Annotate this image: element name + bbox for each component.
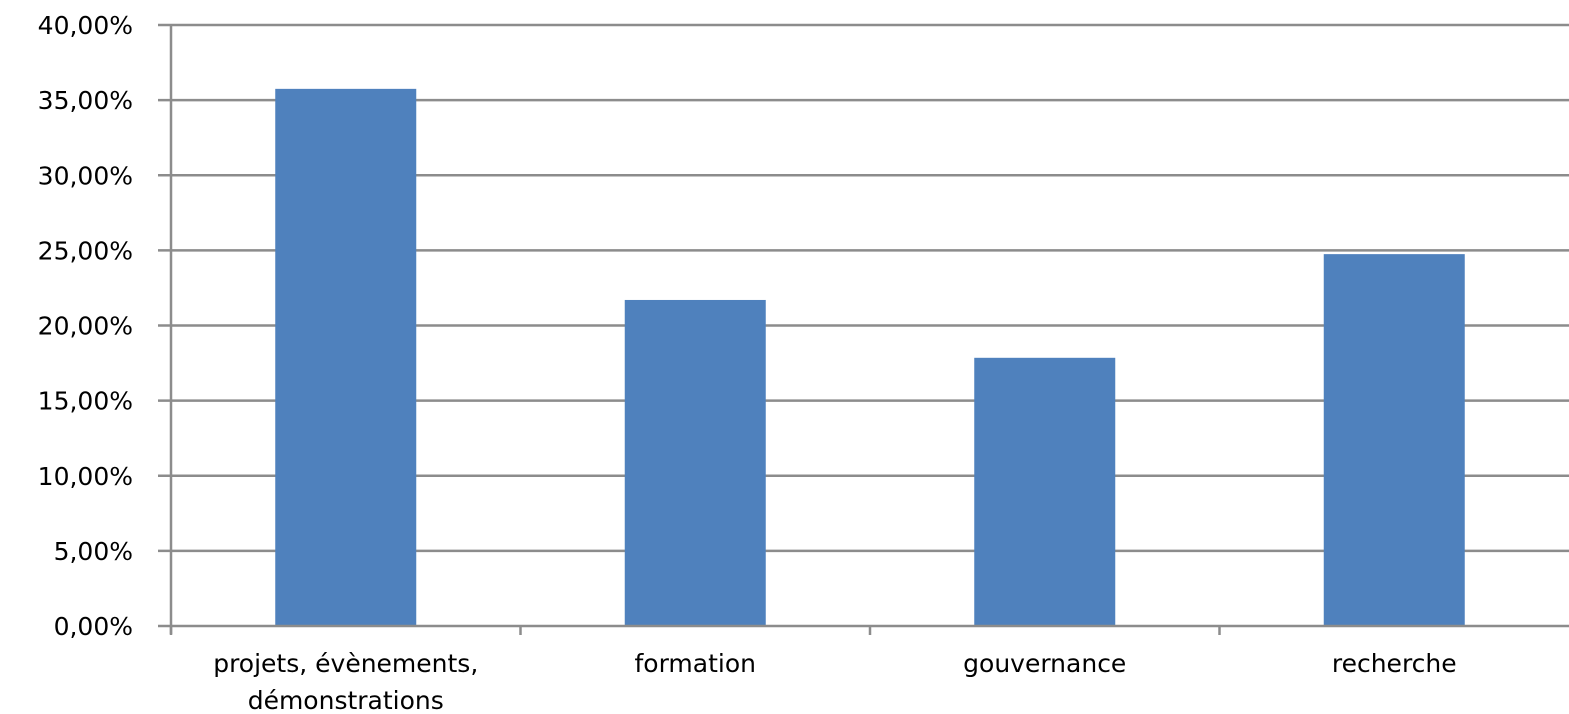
- x-category-label: formation: [635, 649, 757, 678]
- y-tick-label: 20,00%: [38, 312, 133, 341]
- y-tick-label: 35,00%: [38, 86, 133, 115]
- bar: [974, 357, 1116, 626]
- bar: [1323, 254, 1465, 626]
- y-tick-label: 15,00%: [38, 387, 133, 416]
- bars: [275, 88, 1465, 626]
- y-tick-label: 25,00%: [38, 236, 133, 265]
- y-tick-label: 40,00%: [38, 11, 133, 40]
- bar: [624, 299, 766, 626]
- y-axis-labels: 0,00% 5,00% 10,00% 15,00% 20,00% 25,00% 30,00%…: [38, 11, 133, 641]
- y-tick-label: 30,00%: [38, 161, 133, 190]
- bar: [275, 88, 417, 626]
- x-category-label: projets, évènements,: [213, 649, 478, 678]
- y-tick-label: 10,00%: [38, 462, 133, 491]
- y-tick-label: 5,00%: [54, 537, 133, 566]
- x-axis-labels: projets, évènements, démonstrations format…: [213, 649, 1456, 714]
- x-category-label: recherche: [1332, 649, 1457, 678]
- axes: [169, 25, 1569, 635]
- y-tick-label: 0,00%: [54, 612, 133, 641]
- x-category-label: gouvernance: [963, 649, 1126, 678]
- x-category-label: démonstrations: [248, 686, 444, 714]
